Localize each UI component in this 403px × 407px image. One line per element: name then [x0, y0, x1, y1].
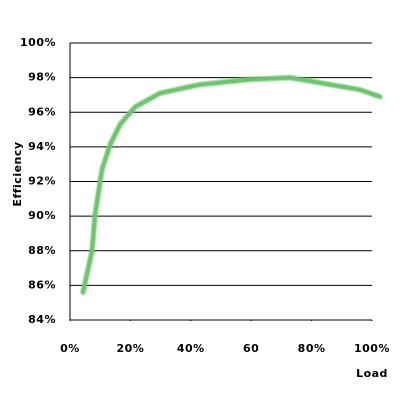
y-tick-label: 86%: [28, 278, 56, 291]
x-tick-label: 80%: [298, 342, 326, 355]
y-tick-label: 92%: [28, 175, 56, 188]
y-tick-label: 90%: [28, 209, 56, 222]
x-tick-label: 100%: [354, 342, 390, 355]
x-tick-label: 40%: [177, 342, 205, 355]
x-tick-label: 20%: [116, 342, 144, 355]
y-tick-label: 98%: [28, 71, 56, 84]
y-tick-label: 94%: [28, 140, 56, 153]
y-tick-label: 100%: [20, 36, 56, 49]
y-axis-label: Efficiency: [11, 141, 24, 206]
y-tick-label: 96%: [28, 105, 56, 118]
efficiency-line: [80, 75, 383, 295]
y-tick-label: 84%: [28, 313, 56, 326]
x-axis-label: Load: [356, 367, 388, 380]
y-tick-label: 88%: [28, 244, 56, 257]
x-tick-label: 60: [243, 342, 259, 355]
x-tick-label: 0%: [60, 342, 80, 355]
